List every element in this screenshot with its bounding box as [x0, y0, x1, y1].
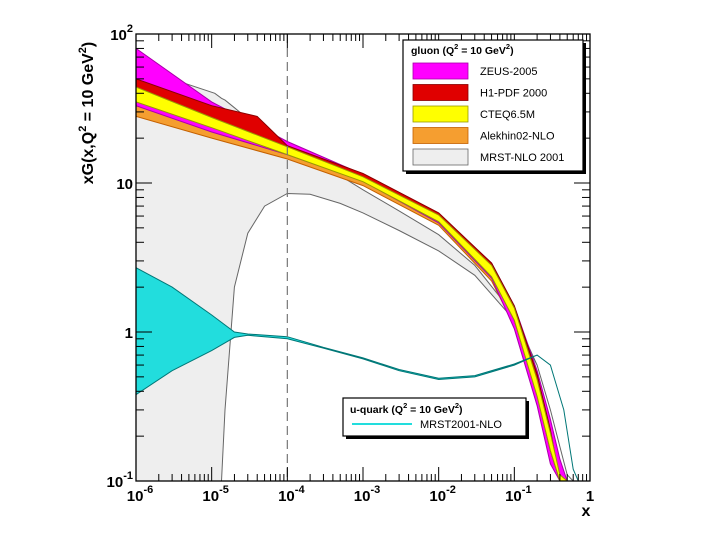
x-tick-label: 10-6: [127, 484, 153, 505]
x-tick-label: 10-4: [278, 484, 305, 505]
legend-quark-title: u-quark (Q2 = 10 GeV2): [350, 401, 463, 416]
y-tick-label: 102: [110, 23, 133, 44]
legend-swatch-h1-pdf-2000: [412, 84, 469, 101]
y-axis-title: xG(x,Q2 = 10 GeV2): [77, 42, 97, 185]
x-tick-label: 10-1: [505, 484, 531, 505]
x-tick-label: 10-2: [429, 484, 455, 505]
legend-swatch-cteq6-5m: [412, 105, 469, 123]
y-tick-label: 10: [116, 176, 133, 193]
legend-quark-entries: MRST2001-NLO: [352, 419, 502, 431]
x-tick-label: 1: [586, 488, 594, 505]
legend-label-mrst-nlo-2001: MRST-NLO 2001: [480, 152, 564, 164]
band-cteq6-5m: [136, 86, 568, 481]
legend-quark-shadow: [526, 401, 529, 439]
legend-gluon-shadow: [583, 43, 586, 174]
x-tick-label: 10-5: [202, 484, 228, 505]
legend-label-alekhin02-nlo: Alekhin02-NLO: [480, 131, 555, 143]
legend-gluon: gluon (Q2 = 10 GeV2) ZEUS-2005 H1-PDF 200…: [402, 39, 586, 174]
axis-ticks: [135, 33, 591, 482]
legend-swatch-mrst-nlo-2001: [412, 148, 469, 166]
legend-swatch-alekhin02-nlo: [412, 127, 469, 144]
legend-gluon-entries: ZEUS-2005 H1-PDF 2000 CTEQ6.5M Alekhin02-NL…: [412, 62, 564, 166]
legend-swatch-zeus-2005: [412, 62, 469, 80]
legend-label-mrst2001-nlo: MRST2001-NLO: [420, 419, 502, 431]
legend-label-cteq6-5m: CTEQ6.5M: [480, 109, 535, 121]
legend-label-h1-pdf-2000: H1-PDF 2000: [480, 88, 547, 100]
y-tick-label: 1: [125, 325, 133, 342]
band-mrst2001-nlo: [136, 267, 579, 481]
legend-quark-shadow-bottom: [346, 436, 529, 439]
x-tick-label: 10-3: [354, 484, 380, 505]
x-axis-title: x: [582, 503, 591, 520]
axis-tick-labels: 10-6 10-5 10-4 10-3 10-2 10-1 1 10-1 1 10 102: [107, 23, 595, 505]
legend-label-zeus-2005: ZEUS-2005: [480, 66, 537, 78]
legend-gluon-title: gluon (Q2 = 10 GeV2): [411, 42, 514, 57]
y-tick-label: 10-1: [107, 470, 133, 491]
series-bands: [136, 47, 579, 481]
legend-quark: u-quark (Q2 = 10 GeV2) MRST2001-NLO: [342, 397, 529, 439]
legend-gluon-shadow-bottom: [406, 171, 586, 174]
